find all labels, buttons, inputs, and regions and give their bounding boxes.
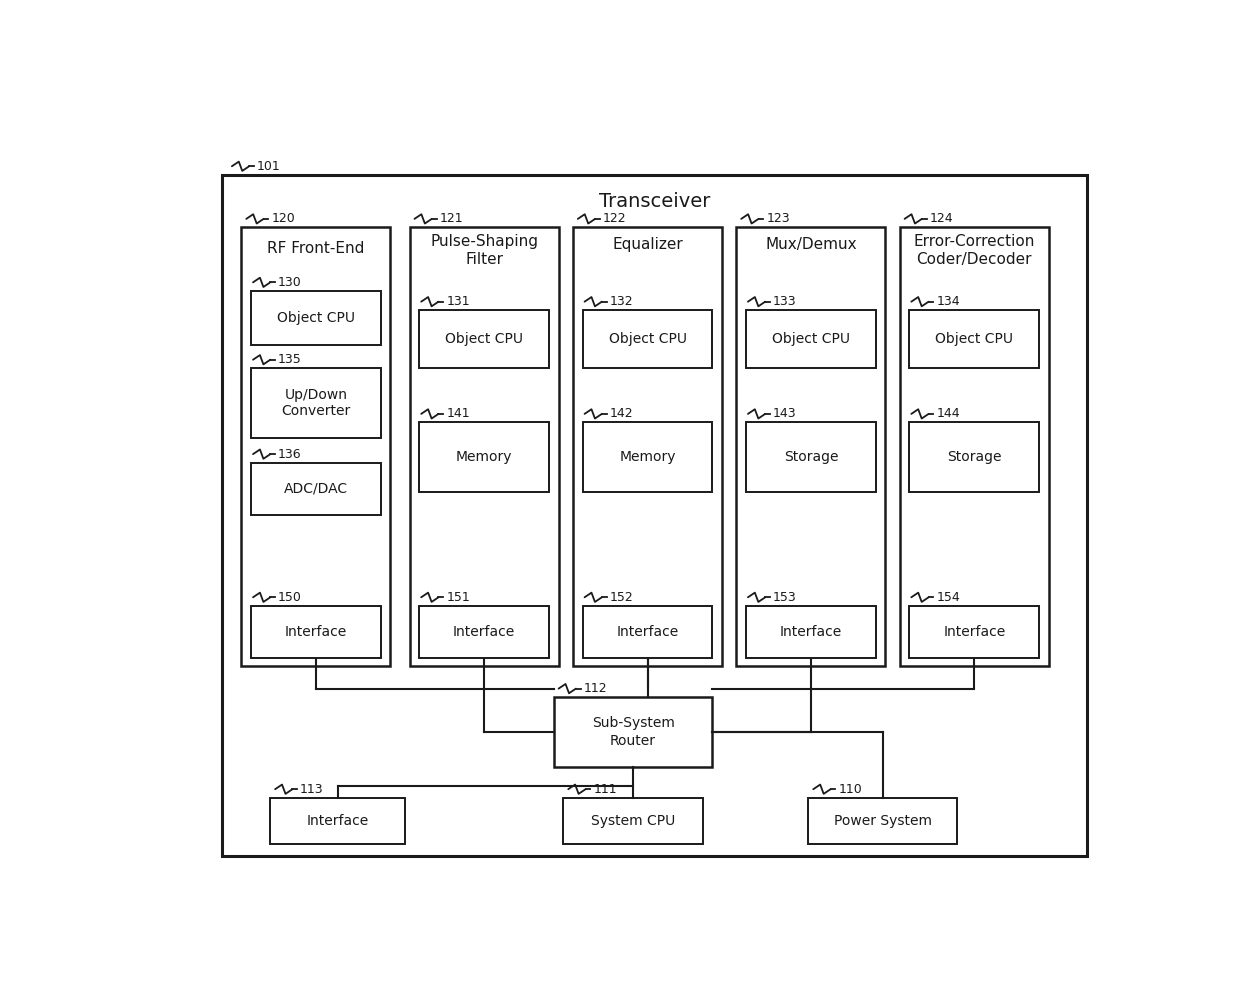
Text: Interface: Interface bbox=[285, 625, 347, 639]
Bar bbox=[222, 175, 1087, 856]
Text: 152: 152 bbox=[610, 591, 634, 604]
Text: Memory: Memory bbox=[619, 450, 676, 464]
Text: 112: 112 bbox=[584, 682, 608, 695]
Text: Object CPU: Object CPU bbox=[935, 333, 1013, 346]
Bar bbox=[419, 311, 549, 368]
Bar bbox=[746, 422, 875, 492]
Bar bbox=[419, 422, 549, 492]
Text: 153: 153 bbox=[773, 591, 796, 604]
Text: RF Front-End: RF Front-End bbox=[268, 241, 365, 256]
Text: 133: 133 bbox=[773, 295, 796, 309]
Text: 113: 113 bbox=[300, 783, 324, 796]
Text: 135: 135 bbox=[278, 353, 301, 366]
Bar bbox=[573, 227, 722, 666]
Text: 132: 132 bbox=[610, 295, 634, 309]
Bar bbox=[909, 606, 1039, 658]
Text: Object CPU: Object CPU bbox=[771, 333, 849, 346]
Text: 131: 131 bbox=[446, 295, 470, 309]
Bar bbox=[583, 606, 713, 658]
Text: Interface: Interface bbox=[616, 625, 678, 639]
Bar bbox=[554, 697, 712, 767]
Bar bbox=[250, 606, 381, 658]
Bar bbox=[808, 798, 957, 844]
Bar bbox=[270, 798, 404, 844]
Bar bbox=[746, 311, 875, 368]
Text: Sub-System
Router: Sub-System Router bbox=[591, 717, 675, 748]
Text: 150: 150 bbox=[278, 591, 301, 604]
Text: 151: 151 bbox=[446, 591, 470, 604]
Bar bbox=[250, 462, 381, 516]
Text: Object CPU: Object CPU bbox=[609, 333, 687, 346]
Text: 120: 120 bbox=[272, 212, 295, 225]
Text: 124: 124 bbox=[930, 212, 954, 225]
Text: Transceiver: Transceiver bbox=[599, 192, 711, 211]
Text: 154: 154 bbox=[936, 591, 960, 604]
Text: 122: 122 bbox=[603, 212, 626, 225]
Text: Equalizer: Equalizer bbox=[613, 237, 683, 252]
Text: ADC/DAC: ADC/DAC bbox=[284, 482, 348, 495]
Text: Pulse-Shaping
Filter: Pulse-Shaping Filter bbox=[430, 234, 538, 267]
Bar bbox=[250, 368, 381, 438]
Text: 134: 134 bbox=[936, 295, 960, 309]
Text: Storage: Storage bbox=[947, 450, 1002, 464]
Bar bbox=[563, 798, 703, 844]
Text: Storage: Storage bbox=[784, 450, 838, 464]
Bar bbox=[909, 422, 1039, 492]
Text: 144: 144 bbox=[936, 407, 960, 420]
Text: Error-Correction
Coder/Decoder: Error-Correction Coder/Decoder bbox=[914, 234, 1035, 267]
Text: Object CPU: Object CPU bbox=[277, 311, 355, 325]
Text: Interface: Interface bbox=[944, 625, 1006, 639]
Text: Interface: Interface bbox=[453, 625, 516, 639]
Bar bbox=[242, 227, 391, 666]
Text: 111: 111 bbox=[593, 783, 616, 796]
Bar bbox=[746, 606, 875, 658]
Text: 110: 110 bbox=[838, 783, 862, 796]
Text: Up/Down
Converter: Up/Down Converter bbox=[281, 388, 351, 418]
Text: 130: 130 bbox=[278, 275, 301, 288]
Bar bbox=[409, 227, 558, 666]
Text: Interface: Interface bbox=[306, 814, 368, 828]
Text: 123: 123 bbox=[766, 212, 790, 225]
Bar bbox=[419, 606, 549, 658]
Bar bbox=[737, 227, 885, 666]
Text: 141: 141 bbox=[446, 407, 470, 420]
Bar bbox=[909, 311, 1039, 368]
Text: 143: 143 bbox=[773, 407, 796, 420]
Bar bbox=[900, 227, 1049, 666]
Bar bbox=[583, 311, 713, 368]
Text: 121: 121 bbox=[439, 212, 463, 225]
Text: Mux/Demux: Mux/Demux bbox=[765, 237, 857, 252]
Text: 136: 136 bbox=[278, 447, 301, 460]
Text: Object CPU: Object CPU bbox=[445, 333, 523, 346]
Text: 142: 142 bbox=[610, 407, 634, 420]
Text: Interface: Interface bbox=[780, 625, 842, 639]
Text: 101: 101 bbox=[257, 160, 280, 173]
Text: Power System: Power System bbox=[835, 814, 932, 828]
Text: Memory: Memory bbox=[456, 450, 512, 464]
Text: System CPU: System CPU bbox=[591, 814, 676, 828]
Bar bbox=[250, 290, 381, 345]
Bar bbox=[583, 422, 713, 492]
